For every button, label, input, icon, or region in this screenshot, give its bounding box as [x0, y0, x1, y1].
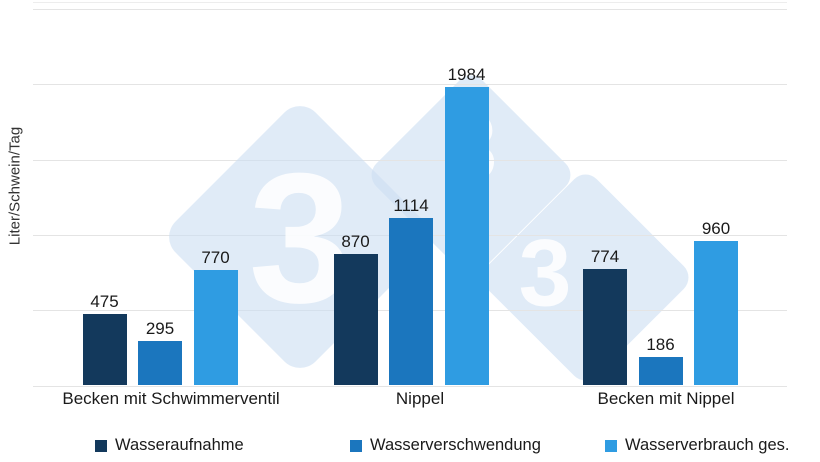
legend-item-wasserverbrauch-ges: Wasserverbrauch ges. — [605, 436, 789, 455]
value-label: 1114 — [393, 195, 429, 215]
value-label: 1984 — [447, 64, 486, 84]
legend-swatch-wasserverbrauch-ges — [605, 439, 617, 452]
legend-label: Wasseraufnahme — [115, 436, 244, 454]
y-axis-label: Liter/Schwein/Tag — [6, 126, 24, 246]
gridline — [33, 84, 787, 86]
value-label: 960 — [701, 218, 731, 238]
value-label: 295 — [145, 319, 175, 339]
category-label-becken-mit-nippel: Becken mit Nippel — [597, 389, 735, 408]
value-label: 870 — [341, 232, 370, 252]
value-label: 774 — [590, 246, 620, 266]
gridline — [33, 9, 787, 10]
bar-wasserverbrauch-ges-becken-mit-nippel — [694, 240, 738, 386]
bar-wasserverbrauch-ges-becken-mit-schwimmerventil — [193, 269, 238, 386]
value-label: 186 — [646, 335, 675, 355]
watermark-digit: 3 — [518, 220, 572, 327]
category-label-nippel: Nippel — [395, 389, 445, 408]
bar-wasserverbrauch-ges-nippel — [444, 86, 489, 386]
legend-item-wasserverschwendung: Wasserverschwendung — [350, 436, 541, 455]
plot-top-border — [33, 2, 787, 3]
value-label: 770 — [201, 247, 230, 267]
legend-label: Wasserverbrauch ges. — [625, 436, 790, 454]
category-label-becken-mit-schwimmerventil: Becken mit Schwimmerventil — [62, 389, 280, 408]
bar-wasserverschwendung-becken-mit-schwimmerventil — [138, 341, 182, 386]
legend-item-wasseraufnahme: Wasseraufnahme — [95, 436, 244, 455]
bar-wasseraufnahme-becken-mit-nippel — [583, 268, 627, 386]
legend-swatch-wasserverschwendung — [350, 439, 362, 452]
bar-wasseraufnahme-nippel — [333, 254, 378, 386]
legend-label: Wasserverschwendung — [370, 436, 541, 454]
bar-wasserverschwendung-becken-mit-nippel — [638, 357, 683, 386]
bar-wasseraufnahme-becken-mit-schwimmerventil — [82, 313, 127, 386]
x-axis-baseline — [33, 385, 787, 387]
legend-swatch-wasseraufnahme — [95, 439, 107, 452]
value-label: 475 — [90, 291, 119, 311]
gridline — [33, 159, 787, 161]
bar-wasserverschwendung-nippel — [389, 217, 433, 386]
